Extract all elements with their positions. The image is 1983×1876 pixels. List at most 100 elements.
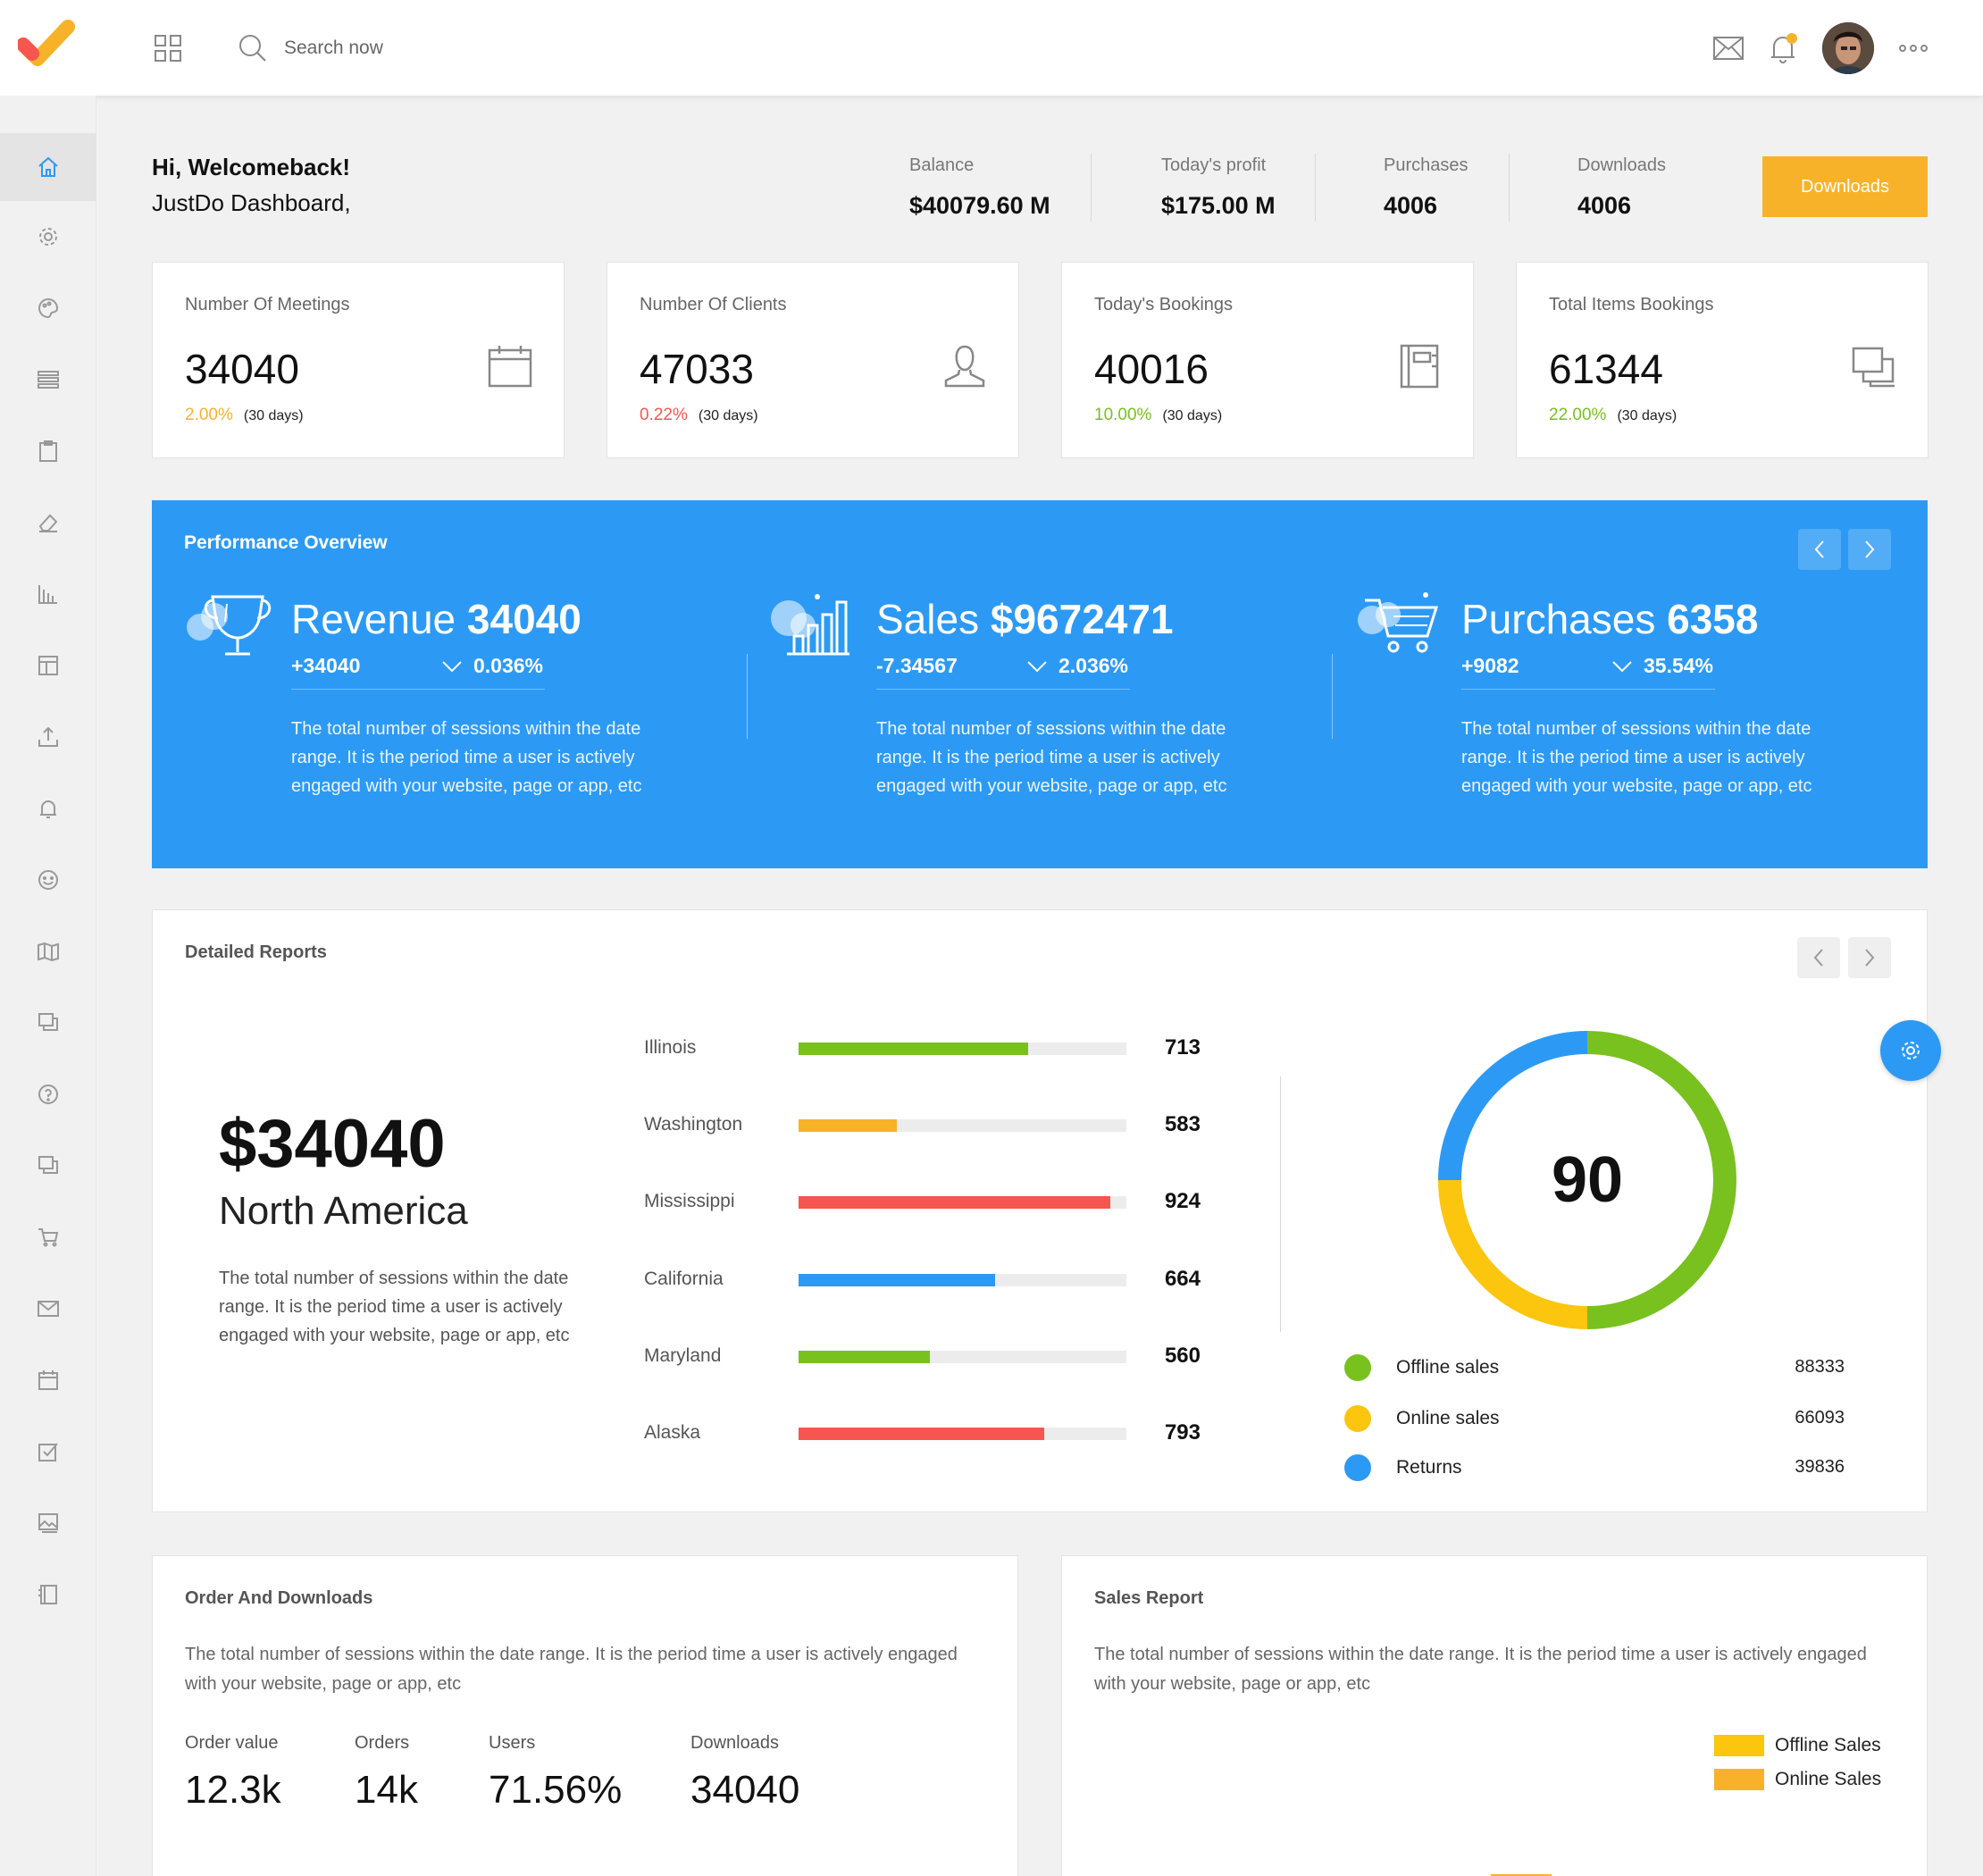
report-bar-row: Washington 583	[644, 1107, 1251, 1143]
card-desc: The total number of sessions within the …	[185, 1645, 958, 1694]
list-icon[interactable]	[0, 346, 96, 414]
divider	[1280, 1076, 1281, 1332]
image-icon[interactable]	[0, 1489, 96, 1557]
kpi-label: Number Of Meetings	[185, 295, 350, 314]
stat-value: 4006	[1384, 192, 1438, 219]
divider	[1332, 654, 1333, 739]
chart-legend-item: Offline Sales	[1714, 1732, 1881, 1759]
layout-icon[interactable]	[0, 632, 96, 699]
card-desc: The total number of sessions within the …	[1094, 1645, 1867, 1694]
perf-value: 6358	[1667, 596, 1759, 642]
chart-legend-item: Online Sales	[1714, 1766, 1881, 1793]
bar-fill	[799, 1043, 1028, 1055]
bar-track	[799, 1351, 1126, 1363]
more-dots-icon[interactable]	[1895, 0, 1931, 96]
bell-icon[interactable]	[0, 775, 96, 842]
legend-value: 66093	[1795, 1408, 1845, 1428]
metric-value: 71.56%	[489, 1768, 623, 1812]
apps-grid-icon[interactable]	[154, 34, 182, 63]
stat-label: Purchases	[1384, 155, 1468, 175]
kpi-footer: 2.00% (30 days)	[185, 406, 304, 425]
perf-delta: -7.34567	[876, 654, 958, 677]
search-input[interactable]: Search now	[284, 38, 383, 58]
help-icon[interactable]	[0, 1060, 96, 1128]
kpi-footer: 0.22% (30 days)	[640, 406, 758, 425]
kpi-footer: 10.00% (30 days)	[1094, 406, 1222, 425]
kpi-period: (30 days)	[1162, 408, 1223, 423]
layers-icon	[1851, 343, 1897, 389]
stat-value: $40079.60 M	[909, 192, 1050, 219]
eraser-icon[interactable]	[0, 489, 96, 557]
avatar[interactable]	[1820, 0, 1876, 96]
book-icon[interactable]	[0, 1561, 96, 1629]
stat-purchases: Purchases 4006	[1384, 155, 1468, 220]
kpi-percent: 10.00%	[1094, 406, 1152, 424]
bar-label: Washington	[644, 1114, 743, 1135]
smile-icon[interactable]	[0, 846, 96, 914]
bar-value: 560	[1164, 1344, 1201, 1368]
stat-label: Balance	[909, 155, 975, 175]
bar-label: Illinois	[644, 1037, 697, 1058]
legend-item: Returns 39836	[1344, 1452, 1845, 1484]
report-bar-row: Mississippi 924	[644, 1184, 1251, 1219]
next-button[interactable]	[1848, 529, 1891, 570]
kpi-label: Number Of Clients	[640, 295, 787, 314]
chevron-down-icon	[442, 660, 462, 672]
trophy-icon	[184, 590, 273, 661]
clipboard-icon[interactable]	[0, 417, 96, 485]
perf-pct-wrap: 35.54%	[1611, 654, 1713, 678]
map-icon[interactable]	[0, 917, 96, 985]
bar-fill	[799, 1274, 996, 1286]
settings-icon[interactable]	[0, 203, 96, 271]
search-icon[interactable]	[238, 33, 268, 63]
bar-value: 664	[1164, 1267, 1201, 1291]
legend-value: 88333	[1795, 1357, 1845, 1377]
sales-report-card: Sales Report The total number of session…	[1061, 1555, 1928, 1876]
metric-label: Order value	[185, 1733, 279, 1753]
prev-button[interactable]	[1798, 529, 1841, 570]
layers-icon[interactable]	[0, 989, 96, 1057]
perf-column-revenue: Revenue 34040 +34040 0.036% The total nu…	[184, 590, 738, 849]
home-icon[interactable]	[0, 133, 96, 201]
search-bar[interactable]: Search now	[238, 30, 445, 66]
metric-order-value: Order value 12.3k	[185, 1733, 281, 1813]
perf-subline: -7.34567 2.036%	[876, 654, 1130, 690]
book-icon	[1396, 343, 1443, 389]
calendar-icon[interactable]	[0, 1346, 96, 1414]
bar-track	[799, 1428, 1126, 1440]
cart-icon[interactable]	[0, 1203, 96, 1271]
bell-icon[interactable]	[1765, 0, 1801, 96]
next-button[interactable]	[1848, 937, 1891, 978]
checkbox-icon[interactable]	[0, 1418, 96, 1486]
bar-chart-icon	[769, 590, 858, 661]
mail-icon[interactable]	[1708, 0, 1749, 96]
bar-chart-icon[interactable]	[0, 560, 96, 628]
perf-headline: Revenue 34040	[291, 595, 582, 643]
report-bar-row: Alaska 793	[644, 1415, 1251, 1451]
legend-name: Offline sales	[1396, 1357, 1500, 1378]
palette-icon[interactable]	[0, 274, 96, 342]
copy-icon[interactable]	[0, 1132, 96, 1200]
settings-fab-button[interactable]	[1880, 1020, 1941, 1081]
kpi-card-clients: Number Of Clients 47033 0.22% (30 days)	[607, 262, 1019, 458]
donut-segment	[1438, 1031, 1588, 1181]
perf-name: Purchases	[1461, 596, 1656, 642]
kpi-value: 47033	[640, 346, 754, 392]
perf-subline: +9082 35.54%	[1461, 654, 1715, 690]
legend-dot	[1344, 1354, 1371, 1381]
logo-check-icon[interactable]	[18, 20, 77, 71]
report-bar-row: California 664	[644, 1261, 1251, 1297]
perf-delta: +9082	[1461, 654, 1519, 677]
chart-bar	[1491, 1874, 1552, 1876]
perf-pct-wrap: 0.036%	[441, 654, 543, 678]
mail-icon[interactable]	[0, 1275, 96, 1343]
notification-dot	[1786, 32, 1797, 44]
prev-button[interactable]	[1797, 937, 1840, 978]
downloads-button[interactable]: Downloads	[1762, 156, 1928, 217]
donut-segment	[1586, 1031, 1736, 1329]
upload-icon[interactable]	[0, 703, 96, 771]
stat-value: $175.00 M	[1161, 192, 1276, 219]
bar-fill	[799, 1428, 1045, 1440]
metric-label: Users	[489, 1733, 536, 1753]
legend-name: Offline Sales	[1775, 1735, 1881, 1755]
